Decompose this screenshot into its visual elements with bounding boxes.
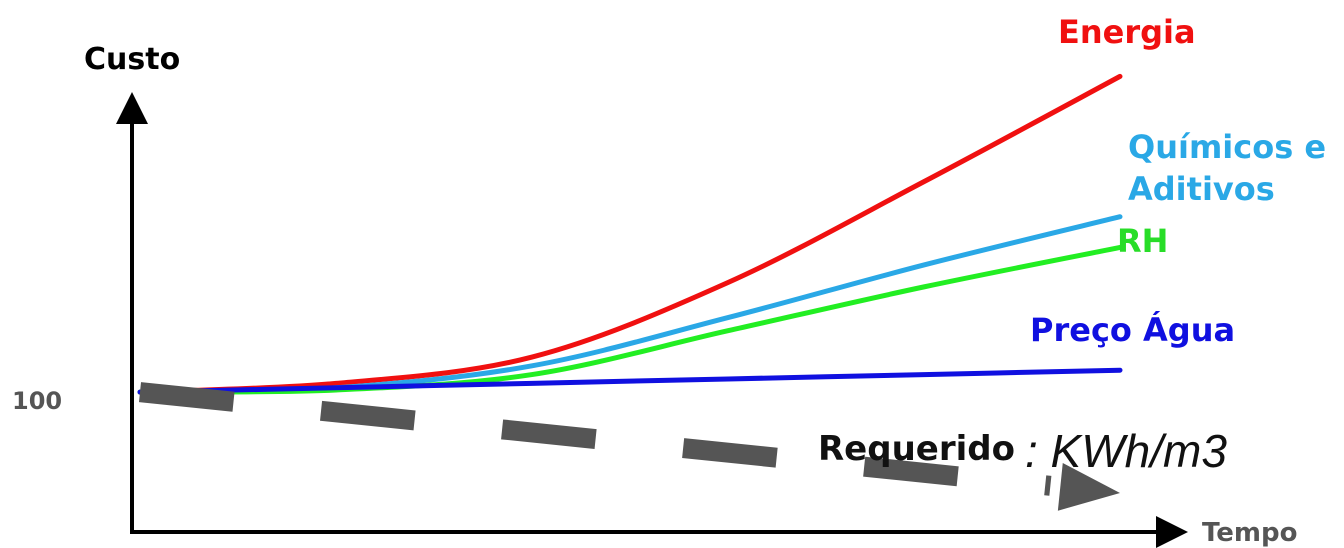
requirement-arrow <box>138 382 1120 511</box>
requirement-arrowhead <box>1057 462 1120 511</box>
axes <box>116 92 1188 548</box>
series-label-rh: RH <box>1117 222 1168 260</box>
requirement-dash <box>682 438 778 468</box>
series-label-energia: Energia <box>1058 13 1196 51</box>
series-lines <box>137 73 1123 395</box>
series-line-preco-agua <box>137 367 1123 395</box>
requirement-dash <box>138 382 235 412</box>
series-label-quimicos-e-aditivos: Químicos e Aditivos <box>1128 128 1326 208</box>
x-axis-label: Tempo <box>1202 518 1297 548</box>
requirement-dash <box>1044 475 1052 496</box>
series-line-energia <box>137 73 1123 395</box>
requirement-label: Requerido <box>818 429 1015 469</box>
requirement-unit-label: : KWh/m3 <box>1025 425 1227 477</box>
y-tick-label-100: 100 <box>12 387 62 415</box>
requirement-dash <box>863 456 959 487</box>
series-line-quimicos-e-aditivos <box>137 214 1123 395</box>
series-label-preco-agua: Preço Água <box>1030 311 1235 349</box>
series-labels: Energia Químicos e Aditivos RH Preço Água <box>1030 13 1326 349</box>
requirement-dash <box>501 419 597 449</box>
y-axis-label: Custo <box>84 42 180 77</box>
series-line-rh <box>137 244 1123 395</box>
requirement-dash <box>320 400 416 431</box>
